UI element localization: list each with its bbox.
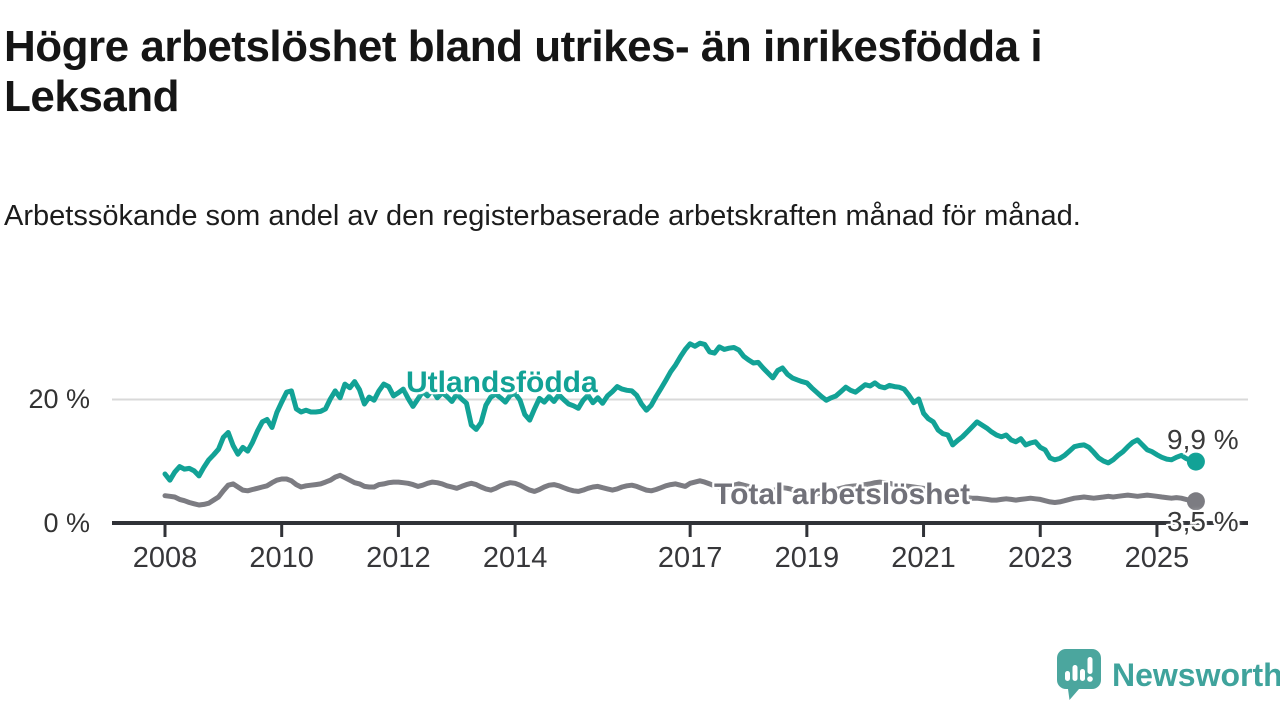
x-tick-label-2014: 2014 <box>482 542 548 574</box>
series-end-dot-total-arbetsloshet <box>1186 492 1205 511</box>
x-tick-label-2019: 2019 <box>774 542 840 574</box>
end-value-label-total: 3,5 % <box>1167 506 1239 537</box>
x-tick-label-2023: 2023 <box>1007 542 1073 574</box>
page-title: Högre arbetslöshet bland utrikes- än inr… <box>4 22 1043 122</box>
x-tick-label-2012: 2012 <box>366 542 431 574</box>
series-label-utlandsfodda: Utlandsfödda <box>406 366 598 399</box>
series-line-utlandsfodda <box>162 340 1199 483</box>
newsworthy-logo-icon <box>1057 649 1101 700</box>
x-axis-tick-marks <box>163 523 1159 537</box>
y-tick-label-20: 20 % <box>28 384 90 414</box>
x-tick-label-2010: 2010 <box>249 542 314 574</box>
x-tick-label-2017: 2017 <box>657 542 723 574</box>
newsworthy-logo-text: Newsworthy <box>1112 656 1280 693</box>
newsworthy-logo: Newsworthy <box>1056 648 1280 702</box>
x-tick-label-2025: 2025 <box>1124 542 1190 574</box>
series-lines <box>162 340 1205 511</box>
series-label-total-arbetsloshet: Total arbetslöshet <box>714 478 971 511</box>
x-tick-label-2021: 2021 <box>891 542 956 574</box>
series-line-total-arbetsloshet <box>162 472 1199 508</box>
x-tick-label-2008: 2008 <box>132 542 198 574</box>
end-value-label-utlandsfodda: 9,9 % <box>1167 424 1239 455</box>
y-tick-label-0: 0 % <box>43 508 90 538</box>
series-end-dot-utlandsfodda <box>1186 452 1205 471</box>
chart-subtitle: Arbetssökande som andel av den registerb… <box>4 200 1081 232</box>
